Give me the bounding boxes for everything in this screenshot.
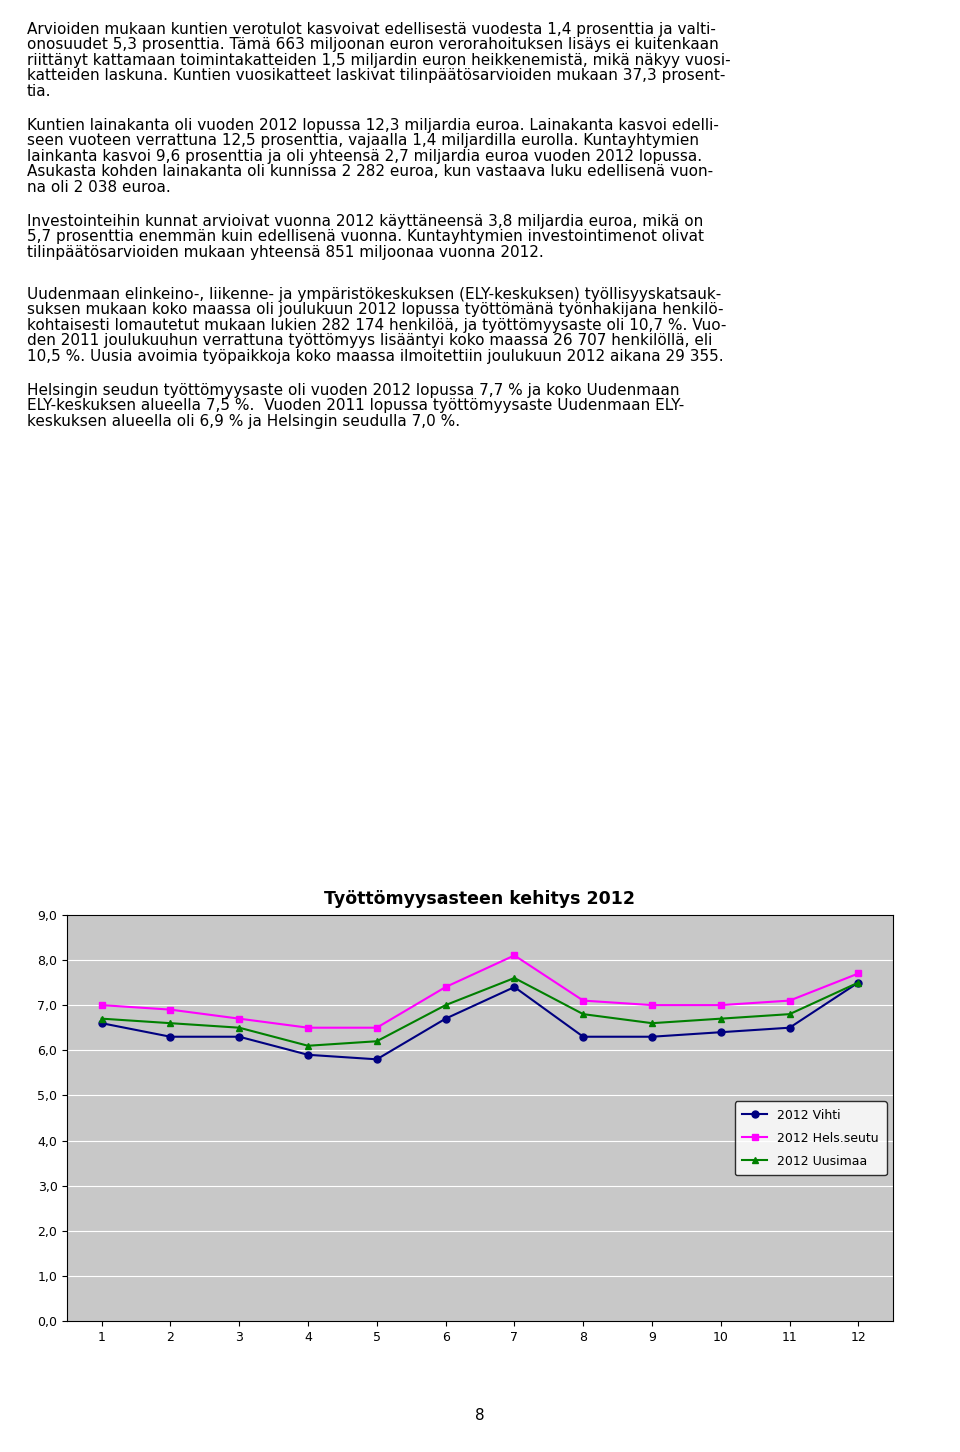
2012 Vihti [509, 979, 520, 996]
Text: 5,7 prosenttia enemmän kuin edellisenä vuonna. Kuntayhtymien investointimenot ol: 5,7 prosenttia enemmän kuin edellisenä v… [27, 229, 704, 244]
Text: tilinpäätösarvioiden mukaan yhteensä 851 miljoonaa vuonna 2012.: tilinpäätösarvioiden mukaan yhteensä 851… [27, 245, 543, 260]
2012 Hels.seutu [715, 996, 727, 1013]
Text: Investointeihin kunnat arvioivat vuonna 2012 käyttäneensä 3,8 miljardia euroa, m: Investointeihin kunnat arvioivat vuonna … [27, 213, 703, 229]
Title: Työttömyysasteen kehitys 2012: Työttömyysasteen kehitys 2012 [324, 890, 636, 908]
Text: lainkanta kasvoi 9,6 prosenttia ja oli yhteensä 2,7 miljardia euroa vuoden 2012 : lainkanta kasvoi 9,6 prosenttia ja oli y… [27, 150, 702, 164]
Line: 2012 Uusimaa: 2012 Uusimaa [98, 974, 862, 1050]
2012 Hels.seutu [96, 996, 108, 1013]
Text: Kuntien lainakanta oli vuoden 2012 lopussa 12,3 miljardia euroa. Lainakanta kasv: Kuntien lainakanta oli vuoden 2012 lopus… [27, 118, 719, 134]
Text: den 2011 joulukuuhun verrattuna työttömyys lisääntyi koko maassa 26 707 henkilöl: den 2011 joulukuuhun verrattuna työttömy… [27, 334, 712, 348]
Legend: 2012 Vihti, 2012 Hels.seutu, 2012 Uusimaa: 2012 Vihti, 2012 Hels.seutu, 2012 Uusima… [735, 1102, 886, 1175]
Text: seen vuoteen verrattuna 12,5 prosenttia, vajaalla 1,4 miljardilla eurolla. Kunta: seen vuoteen verrattuna 12,5 prosenttia,… [27, 134, 699, 148]
2012 Vihti [302, 1045, 314, 1063]
2012 Hels.seutu [371, 1019, 382, 1037]
2012 Uusimaa [577, 1005, 588, 1022]
2012 Vihti [164, 1028, 176, 1045]
Text: keskuksen alueella oli 6,9 % ja Helsingin seudulla 7,0 %.: keskuksen alueella oli 6,9 % ja Helsingi… [27, 414, 460, 428]
2012 Hels.seutu [164, 1000, 176, 1018]
Text: riittänyt kattamaan toimintakatteiden 1,5 miljardin euron heikkenemistä, mikä nä: riittänyt kattamaan toimintakatteiden 1,… [27, 52, 731, 68]
2012 Uusimaa [852, 974, 864, 992]
2012 Uusimaa [302, 1037, 314, 1054]
Text: Arvioiden mukaan kuntien verotulot kasvoivat edellisestä vuodesta 1,4 prosenttia: Arvioiden mukaan kuntien verotulot kasvo… [27, 22, 716, 36]
2012 Hels.seutu [302, 1019, 314, 1037]
2012 Vihti [715, 1024, 727, 1041]
2012 Uusimaa [783, 1005, 795, 1022]
2012 Vihti [783, 1019, 795, 1037]
2012 Uusimaa [715, 1011, 727, 1028]
2012 Hels.seutu [783, 992, 795, 1009]
2012 Hels.seutu [509, 947, 520, 964]
2012 Uusimaa [440, 996, 451, 1013]
2012 Hels.seutu [646, 996, 658, 1013]
2012 Uusimaa [646, 1015, 658, 1032]
2012 Uusimaa [233, 1019, 245, 1037]
Text: 8: 8 [475, 1408, 485, 1423]
2012 Vihti [852, 974, 864, 992]
2012 Vihti [577, 1028, 588, 1045]
Text: ELY-keskuksen alueella 7,5 %.  Vuoden 2011 lopussa työttömyysaste Uudenmaan ELY-: ELY-keskuksen alueella 7,5 %. Vuoden 201… [27, 398, 684, 414]
Text: onosuudet 5,3 prosenttia. Tämä 663 miljoonan euron verorahoituksen lisäys ei kui: onosuudet 5,3 prosenttia. Tämä 663 miljo… [27, 38, 719, 52]
Text: na oli 2 038 euroa.: na oli 2 038 euroa. [27, 180, 171, 195]
Line: 2012 Vihti: 2012 Vihti [98, 979, 862, 1063]
2012 Uusimaa [164, 1015, 176, 1032]
2012 Hels.seutu [852, 964, 864, 982]
Text: tia.: tia. [27, 84, 52, 99]
Text: Helsingin seudun työttömyysaste oli vuoden 2012 lopussa 7,7 % ja koko Uudenmaan: Helsingin seudun työttömyysaste oli vuod… [27, 383, 680, 398]
2012 Hels.seutu [233, 1011, 245, 1028]
2012 Uusimaa [371, 1032, 382, 1050]
Line: 2012 Hels.seutu: 2012 Hels.seutu [98, 953, 862, 1031]
2012 Vihti [371, 1051, 382, 1069]
2012 Uusimaa [509, 970, 520, 987]
2012 Uusimaa [96, 1011, 108, 1028]
2012 Vihti [233, 1028, 245, 1045]
2012 Vihti [96, 1015, 108, 1032]
Text: Uudenmaan elinkeino-, liikenne- ja ympäristökeskuksen (ELY-keskuksen) työllisyys: Uudenmaan elinkeino-, liikenne- ja ympär… [27, 287, 721, 302]
2012 Hels.seutu [440, 979, 451, 996]
Text: suksen mukaan koko maassa oli joulukuun 2012 lopussa työttömänä työnhakijana hen: suksen mukaan koko maassa oli joulukuun … [27, 302, 724, 318]
Text: Asukasta kohden lainakanta oli kunnissa 2 282 euroa, kun vastaava luku edellisen: Asukasta kohden lainakanta oli kunnissa … [27, 164, 713, 180]
Text: 10,5 %. Uusia avoimia työpaikkoja koko maassa ilmoitettiin joulukuun 2012 aikana: 10,5 %. Uusia avoimia työpaikkoja koko m… [27, 348, 724, 364]
2012 Vihti [646, 1028, 658, 1045]
2012 Hels.seutu [577, 992, 588, 1009]
Text: katteiden laskuna. Kuntien vuosikatteet laskivat tilinpäätösarvioiden mukaan 37,: katteiden laskuna. Kuntien vuosikatteet … [27, 68, 725, 83]
2012 Vihti [440, 1011, 451, 1028]
Text: kohtaisesti lomautetut mukaan lukien 282 174 henkilöä, ja työttömyysaste oli 10,: kohtaisesti lomautetut mukaan lukien 282… [27, 318, 727, 333]
